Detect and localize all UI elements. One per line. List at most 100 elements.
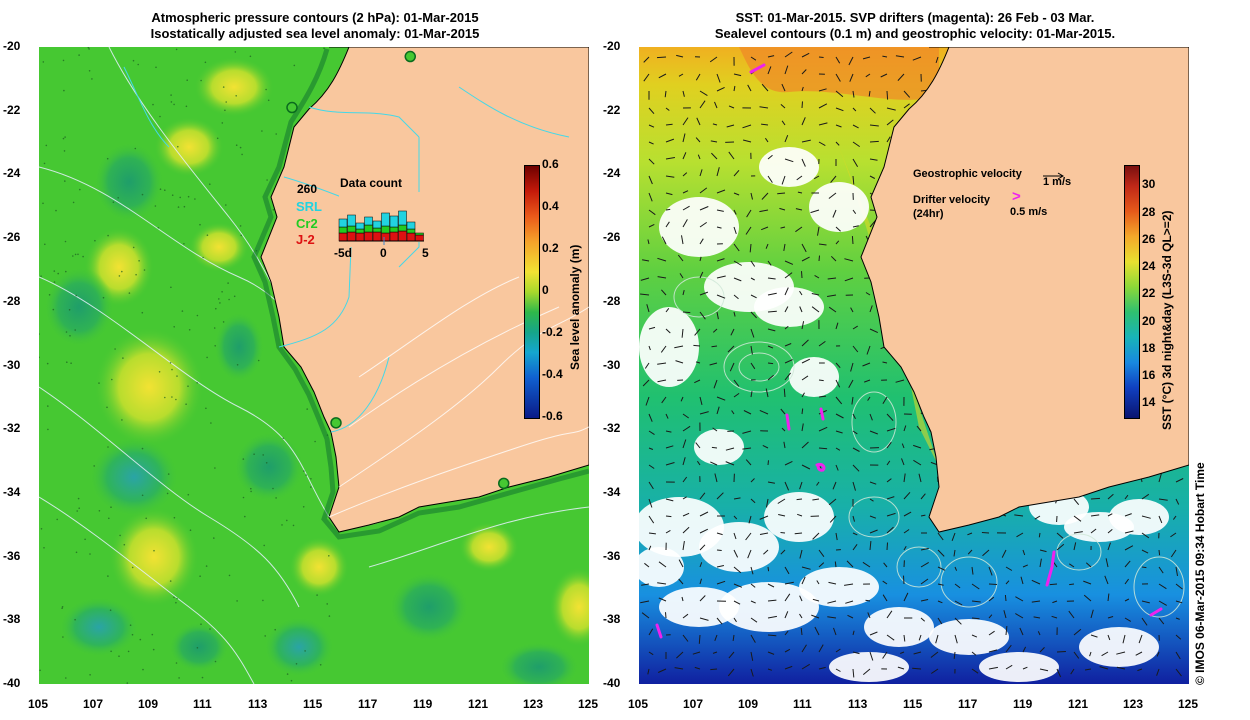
tide-gauge-marker [498, 477, 510, 490]
sla-x-tick-label: 113 [248, 697, 268, 711]
sst-x-tick-label: 111 [793, 697, 812, 711]
tide-gauge-stations [286, 50, 510, 490]
sst-y-tick-label: -36 [603, 548, 621, 563]
sst-x-tick-label: 123 [1123, 697, 1144, 711]
sst-map-svg [639, 47, 1189, 684]
inset-title: Data count [340, 176, 403, 190]
sla-y-tick-label: -30 [3, 357, 21, 372]
australia-land-left [260, 47, 589, 533]
inset-count-bar [347, 231, 356, 242]
sst-y-tick-label: -26 [603, 230, 621, 245]
sst-x-tick-label: 107 [683, 697, 704, 711]
inset-count-bar [372, 227, 382, 233]
sst-y-tick-label: -34 [603, 484, 621, 499]
sst-x-tick-label: 113 [848, 697, 868, 711]
left-title-line2: Isostatically adjusted sea level anomaly… [150, 26, 480, 41]
sla-x-tick-label: 107 [83, 697, 104, 711]
sst-x-tick-label: 117 [958, 697, 978, 711]
inset-series-srl: SRL [296, 199, 322, 214]
sla-y-tick-label: -24 [3, 166, 21, 181]
sla-colorbar-tick-label: -0.4 [542, 367, 563, 381]
inset-max-count: 260 [297, 182, 318, 196]
drifter-scale-icon: > [1012, 188, 1021, 205]
inset-x-tick-neg: -5d [334, 246, 352, 260]
inset-count-bar [381, 212, 390, 227]
sst-x-tick-label: 125 [1178, 697, 1199, 711]
sst-y-tick-label: -22 [603, 102, 621, 117]
inset-count-bar [372, 231, 382, 242]
right-title-line1: SST: 01-Mar-2015. SVP drifters (magenta)… [735, 10, 1095, 25]
inset-count-bar [364, 224, 373, 233]
sla-y-tick-label: -28 [3, 293, 21, 308]
sla-colorbar-tick-label: 0.6 [542, 157, 559, 171]
inset-series-j2: J-2 [296, 232, 315, 247]
sla-map-svg [39, 47, 589, 684]
inset-count-bar [398, 230, 407, 242]
inset-count-bar [389, 226, 399, 233]
drifter-tracks [655, 63, 1163, 639]
inset-count-bar [381, 225, 390, 234]
sst-x-tick-label: 115 [903, 697, 923, 711]
sla-blobs [44, 57, 589, 684]
sealevel-contours [673, 276, 1185, 618]
inset-count-bar [347, 214, 356, 227]
inset-count-bar [372, 220, 382, 229]
right-title-line2: Sealevel contours (0.1 m) and geostrophi… [714, 26, 1116, 41]
inset-count-bar [381, 232, 390, 242]
sla-colorbar-tick-label: -0.6 [542, 409, 563, 423]
imos-credit: © IMOS 06-Mar-2015 09:34 Hobart Time [1193, 462, 1207, 685]
inset-count-bar [406, 228, 416, 234]
geostrophic-scale-arrow [1043, 167, 1065, 180]
sla-y-tick-label: -22 [3, 102, 21, 117]
australia-land-right [860, 47, 1189, 533]
inset-count-bar [347, 225, 356, 233]
inset-count-bar [355, 228, 365, 234]
sst-y-tick-label: -30 [603, 357, 621, 372]
sea-level-anomaly-map [39, 47, 589, 684]
drifter-scale-label: 0.5 m/s [1010, 206, 1048, 218]
geostrophic-velocity-label: Geostrophic velocity [913, 168, 1022, 180]
sst-y-tick-label: -28 [603, 293, 621, 308]
contour-dots [39, 47, 332, 684]
sst-colorbar-tick-label: 26 [1142, 231, 1156, 246]
warm-north-patch [739, 47, 939, 100]
sla-y-tick-label: -34 [3, 484, 21, 499]
inset-x-tick-pos: 5 [422, 246, 429, 260]
sst-map [639, 47, 1189, 684]
sst-y-tick-label: -32 [603, 421, 621, 436]
sst-y-tick-label: -38 [603, 612, 621, 627]
sla-y-tick-label: -40 [3, 676, 21, 690]
inset-count-bar [406, 221, 416, 230]
sla-x-tick-label: 111 [193, 697, 212, 711]
sst-colorbar-tick-label: 18 [1142, 340, 1156, 355]
inset-count-bar [398, 224, 407, 232]
sst-colorbar-tick-label: 28 [1142, 204, 1156, 219]
inset-count-bar [338, 226, 348, 234]
sst-x-tick-label: 121 [1068, 697, 1089, 711]
sla-y-tick-label: -36 [3, 548, 21, 563]
sst-colorbar [1124, 165, 1140, 419]
inset-count-bar [389, 215, 399, 228]
sst-colorbar-tick-label: 14 [1142, 395, 1156, 410]
sst-colorbar-tick-label: 30 [1142, 177, 1156, 192]
sla-x-tick-label: 119 [413, 697, 433, 711]
drifter-velocity-label: Drifter velocity [913, 194, 991, 206]
geostrophic-scale-label: 1 m/s [1043, 176, 1072, 188]
sst-colorbar-label: SST (°C) 3d night&day (L3S-3d QL>=2) [1160, 210, 1174, 431]
sst-x-tick-label: 119 [1013, 697, 1033, 711]
data-count-inset [338, 192, 429, 245]
inset-count-bar [355, 222, 365, 230]
sst-colorbar-tick-label: 20 [1142, 313, 1156, 328]
inset-x-tick-zero: 0 [380, 246, 387, 260]
tide-gauge-marker [330, 417, 342, 429]
sla-colorbar-label: Sea level anomaly (m) [568, 244, 582, 370]
sla-x-tick-label: 125 [578, 697, 599, 711]
sla-x-tick-label: 115 [303, 697, 323, 711]
sla-x-tick-label: 105 [28, 697, 49, 711]
tide-gauge-marker [404, 50, 416, 63]
sst-x-tick-label: 105 [628, 697, 649, 711]
coast-band [251, 48, 589, 540]
sst-y-tick-label: -24 [603, 166, 621, 181]
sla-colorbar [524, 165, 540, 419]
inset-count-bar [398, 210, 407, 226]
